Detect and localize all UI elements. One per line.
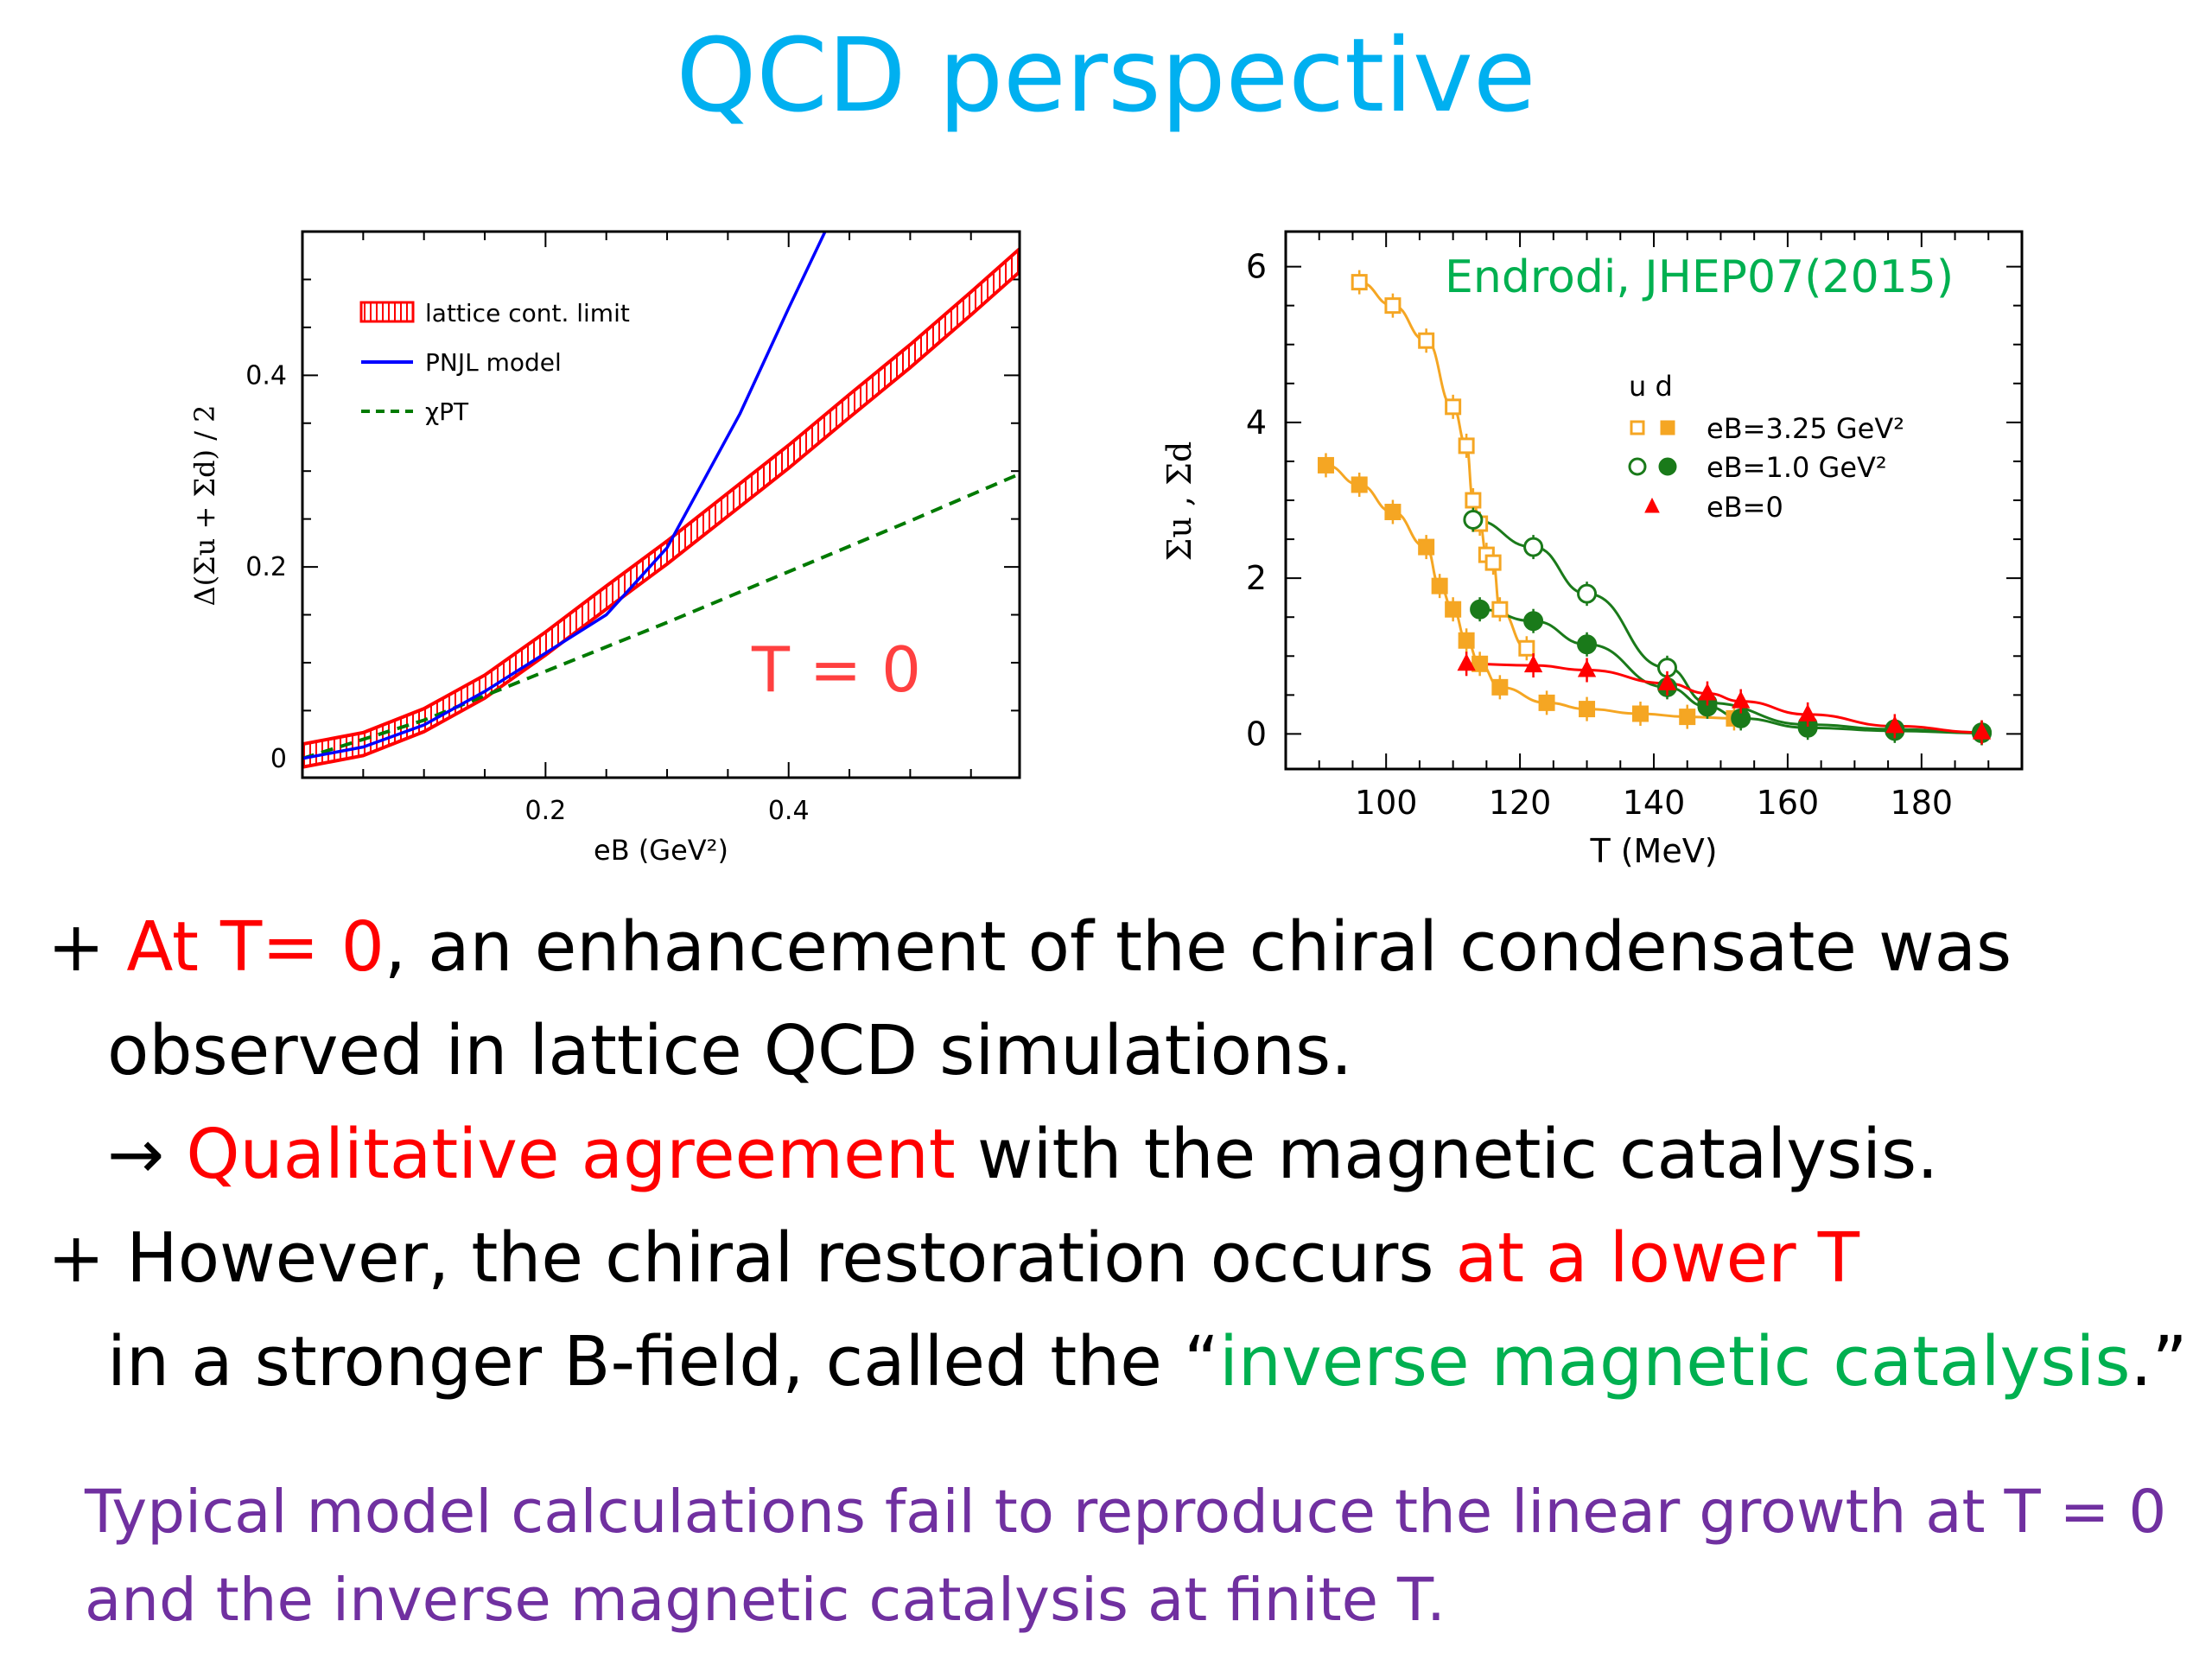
arrow-icon: → bbox=[107, 1115, 187, 1194]
x-axis-label: eB (GeV²) bbox=[594, 834, 728, 867]
note-line-1: Typical model calculations fail to repro… bbox=[85, 1478, 2167, 1547]
legend-label: PNJL model bbox=[425, 348, 562, 377]
legend-band-swatch bbox=[359, 301, 415, 323]
x-tick-label: 0.4 bbox=[768, 796, 810, 826]
bullet-3-line-2: in a stronger B-field, called the “inver… bbox=[107, 1322, 2188, 1402]
legend-label: lattice cont. limit bbox=[425, 299, 630, 327]
x-tick-label: 0.2 bbox=[524, 796, 566, 826]
y-axis-label: Δ(Σu + Σd) / 2 bbox=[188, 404, 221, 606]
left-frame bbox=[301, 230, 1021, 779]
bullet-3-highlight: at a lower T bbox=[1455, 1218, 1860, 1298]
left-plot-area: 0.2 0.4 0 0.2 0.4 lattice cont. limit PNJL mod… bbox=[188, 230, 1021, 867]
bullet-3-line-2-pre: in a stronger B-field, called the “ bbox=[107, 1322, 1219, 1402]
bullet-2-highlight: Qualitative agreement bbox=[186, 1115, 956, 1194]
chart-annotation: T = 0 bbox=[751, 633, 921, 706]
lattice-band-upper bbox=[302, 247, 1020, 747]
bullet-1-line-1: + At T= 0, an enhancement of the chiral … bbox=[48, 907, 2012, 987]
note-line-2: and the inverse magnetic catalysis at fi… bbox=[85, 1566, 1446, 1635]
bullet-3-line-2-post: .” bbox=[2130, 1322, 2188, 1402]
lattice-band-lower bbox=[302, 270, 1020, 769]
bullet-3-green-term: inverse magnetic catalysis bbox=[1218, 1322, 2131, 1402]
y-tick-label: 0 bbox=[270, 744, 287, 774]
bullet-2-text: with the magnetic catalysis. bbox=[955, 1115, 1939, 1194]
left-legend: lattice cont. limit PNJL model χPT bbox=[359, 299, 630, 426]
bullet-3-text: + However, the chiral restoration occurs bbox=[48, 1218, 1456, 1298]
y-tick-label: 0.2 bbox=[245, 552, 287, 582]
legend-label: χPT bbox=[425, 397, 469, 426]
bullet-2: → Qualitative agreement with the magneti… bbox=[107, 1115, 1938, 1194]
bullet-3-line-1: + However, the chiral restoration occurs… bbox=[48, 1218, 1859, 1298]
left-series-group bbox=[302, 232, 1020, 769]
slide-title: QCD perspective bbox=[676, 16, 1536, 135]
bullet-1-prefix: + bbox=[48, 907, 127, 987]
bullet-1-line-2: observed in lattice QCD simulations. bbox=[107, 1011, 1353, 1090]
bullet-1-text: , an enhancement of the chiral condensat… bbox=[384, 907, 2012, 987]
pnjl-line bbox=[302, 232, 827, 760]
chipt-line bbox=[302, 472, 1020, 760]
y-tick-label: 0.4 bbox=[245, 360, 287, 391]
bullet-1-highlight: At T= 0 bbox=[126, 907, 385, 987]
